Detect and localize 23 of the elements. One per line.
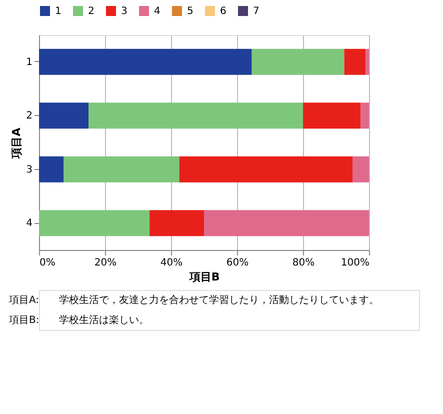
legend-label: 4 [154,6,160,17]
x-tick-label: 40% [160,258,183,268]
text: 学校生活は楽しい。 [59,314,149,326]
y-tick-label: 1 [26,56,32,68]
text: 学校生活で，友達と力を合わせて学習したり，活動したりしています。 [59,294,379,306]
legend-label: 1 [55,6,62,17]
y-tick-label: 2 [26,110,32,122]
text: 項目B: [9,315,40,326]
text: 項目A: [9,295,40,306]
legend-label: 2 [88,6,94,17]
x-tick-label: 0% [40,258,56,268]
x-tick-label: 60% [226,258,249,268]
y-tick-label: 4 [26,218,32,230]
x-tick-label: 80% [292,258,315,268]
y-axis-title: 項目A [10,127,24,160]
x-axis-title: 項目B [188,270,220,284]
x-tick-label: 20% [94,258,117,268]
legend-label: 5 [187,6,194,17]
y-tick-label: 3 [26,164,32,176]
legend-label: 3 [121,6,128,17]
legend-label: 7 [253,6,260,17]
legend-label: 6 [220,6,226,17]
x-tick-label: 100% [340,258,370,268]
